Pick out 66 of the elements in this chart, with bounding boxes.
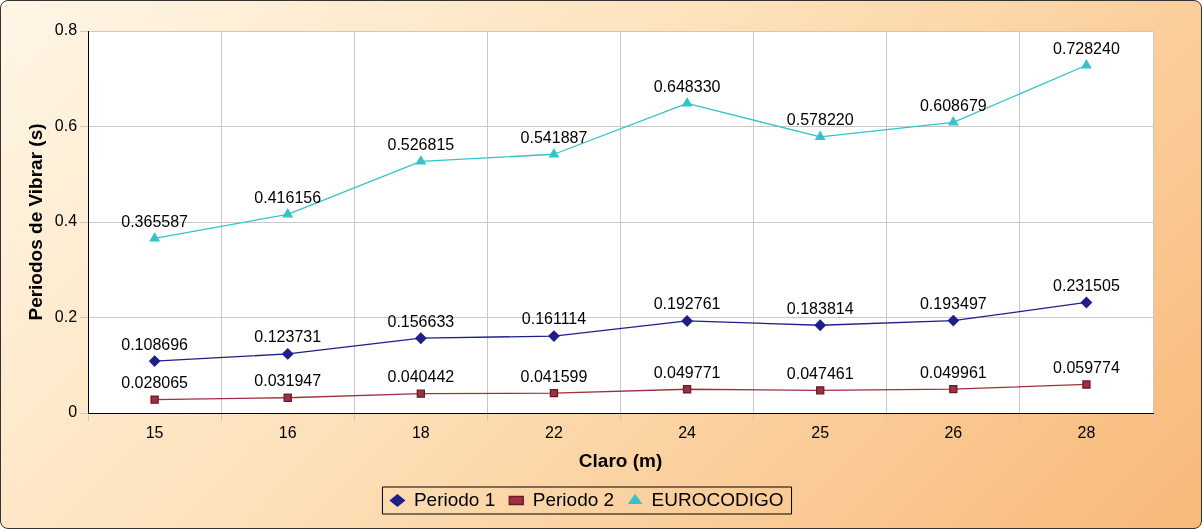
point: [282, 208, 293, 218]
data-label: 0.028065: [121, 374, 189, 392]
data-label: 0.031947: [254, 372, 322, 390]
point: [816, 386, 825, 395]
y-tick-label: 0.6: [54, 116, 78, 134]
data-label: 0.123731: [254, 328, 322, 346]
data-label: 0.047461: [786, 364, 854, 382]
data-label: 0.728240: [1053, 39, 1120, 57]
y-tick-label: 0.8: [54, 21, 78, 39]
data-label: 0.193497: [919, 295, 987, 313]
point: [415, 332, 427, 344]
data-label: 0.416156: [254, 188, 322, 206]
point: [415, 155, 426, 165]
x-tick-label: 28: [1077, 424, 1096, 442]
data-label: 0.578220: [786, 111, 854, 129]
data-label: 0.192761: [653, 295, 721, 313]
point: [682, 385, 692, 394]
point: [949, 384, 958, 394]
point: [548, 330, 560, 342]
x-tick-label: 25: [811, 424, 830, 442]
point: [416, 389, 426, 398]
legend-label: Periodo 2: [532, 488, 615, 510]
y-tick-label: 0: [68, 403, 78, 421]
point: [815, 131, 826, 141]
point: [283, 393, 292, 402]
x-axis-title: Claro (m): [578, 449, 663, 471]
data-label: 0.541887: [520, 128, 588, 146]
data-label: 0.059774: [1053, 358, 1120, 376]
y-tick-label: 0.4: [54, 212, 78, 230]
x-tick-label: 15: [145, 424, 164, 442]
data-label: 0.183814: [786, 299, 854, 317]
data-label: 0.648330: [653, 77, 721, 95]
point: [681, 315, 693, 327]
x-tick-label: 24: [678, 424, 697, 442]
data-label: 0.231505: [1053, 276, 1120, 294]
data-label: 0.108696: [121, 335, 189, 353]
point: [282, 348, 294, 360]
x-tick-label: 26: [944, 424, 963, 442]
x-tick-label: 16: [278, 424, 297, 442]
data-label: 0.049771: [653, 363, 721, 381]
y-tick-label: 0.2: [54, 307, 78, 325]
point: [1082, 380, 1091, 389]
point: [948, 116, 959, 126]
point: [682, 97, 693, 107]
point: [814, 319, 826, 331]
legend-label: Periodo 1: [413, 488, 496, 510]
data-label: 0.049961: [919, 363, 987, 381]
data-label: 0.161114: [521, 310, 587, 328]
data-label: 0.041599: [520, 367, 588, 385]
point: [1080, 296, 1093, 309]
point: [1081, 59, 1092, 69]
data-label: 0.608679: [919, 96, 987, 114]
data-label: 0.526815: [387, 135, 455, 153]
data-label: 0.365587: [121, 212, 189, 230]
data-label: 0.156633: [387, 312, 455, 330]
point: [549, 388, 559, 398]
point: [149, 232, 160, 242]
legend-label: EUROCODIGO: [651, 488, 784, 510]
point: [150, 395, 159, 404]
point: [148, 355, 161, 367]
point: [548, 148, 559, 158]
data-label: 0.040442: [387, 368, 455, 386]
x-tick-label: 18: [411, 424, 430, 442]
x-tick-label: 22: [545, 424, 563, 442]
y-axis-title: Periodos de Vibrar (s): [24, 123, 46, 321]
point: [947, 314, 959, 327]
